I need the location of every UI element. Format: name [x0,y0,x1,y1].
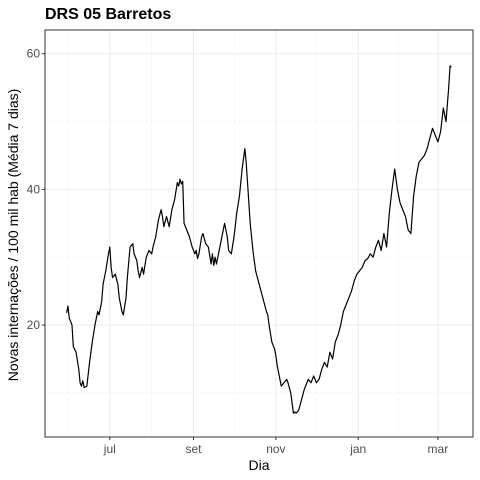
x-tick-label: nov [266,442,285,456]
y-tick-label: 40 [27,182,41,196]
y-axis-label: Novas internações / 100 mil hab (Média 7… [5,89,21,382]
y-axis-ticks: 20 40 60 [27,47,45,332]
plot-panel [45,30,473,437]
x-tick-label: mar [428,442,449,456]
x-tick-label: jul [103,442,116,456]
y-tick-label: 20 [27,318,41,332]
major-gridlines [45,30,473,437]
x-axis-label: Dia [248,457,269,473]
x-axis-ticks: jul set nov jan mar [103,437,448,456]
y-tick-label: 60 [27,47,41,61]
chart-title: DRS 05 Barretos [45,6,171,23]
series-line [66,65,452,414]
x-tick-label: jan [349,442,366,456]
x-tick-label: set [186,442,203,456]
plot-border [44,29,474,438]
